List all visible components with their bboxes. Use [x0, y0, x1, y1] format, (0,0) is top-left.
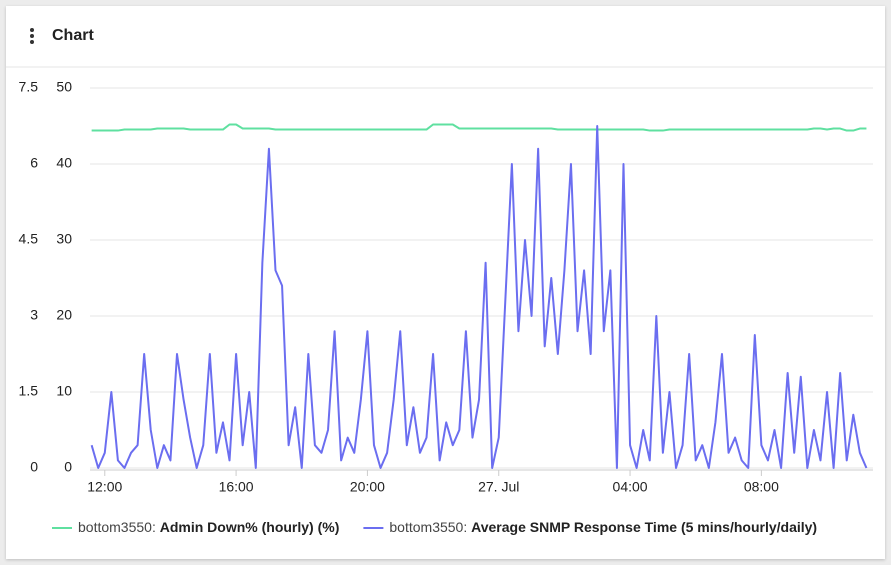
y-tick-label: 6 [30, 155, 38, 171]
legend-source: bottom3550: [78, 519, 160, 535]
legend-label[interactable]: bottom3550: Admin Down% (hourly) (%) [78, 519, 339, 535]
series-line [91, 123, 867, 132]
menu-dot[interactable] [30, 28, 34, 32]
legend-label[interactable]: bottom3550: Average SNMP Response Time (… [389, 519, 817, 535]
x-tick-label: 20:00 [350, 479, 385, 495]
x-tick-label: 08:00 [744, 479, 779, 495]
x-tick-label: 16:00 [219, 479, 254, 495]
y2-tick-label: 40 [56, 155, 72, 171]
y-tick-label: 4.5 [19, 231, 39, 247]
x-tick-label: 12:00 [87, 479, 122, 495]
y-tick-label: 0 [30, 459, 38, 475]
card [6, 6, 885, 559]
legend-source: bottom3550: [389, 519, 471, 535]
y2-tick-label: 0 [64, 459, 72, 475]
y2-tick-label: 20 [56, 307, 72, 323]
legend-metric: Admin Down% (hourly) (%) [160, 519, 340, 535]
card-title: Chart [52, 27, 94, 44]
y-tick-label: 7.5 [19, 79, 39, 95]
y2-tick-label: 30 [56, 231, 72, 247]
menu-dot[interactable] [30, 34, 34, 38]
series-line [90, 125, 868, 469]
y-tick-label: 3 [30, 307, 38, 323]
y2-tick-label: 10 [56, 383, 72, 399]
x-tick-label: 04:00 [613, 479, 648, 495]
x-tick-label: 27. Jul [478, 479, 519, 495]
legend-metric: Average SNMP Response Time (5 mins/hourl… [471, 519, 817, 535]
menu-dot[interactable] [30, 40, 34, 44]
y-tick-label: 1.5 [19, 383, 39, 399]
y2-tick-label: 50 [56, 79, 72, 95]
